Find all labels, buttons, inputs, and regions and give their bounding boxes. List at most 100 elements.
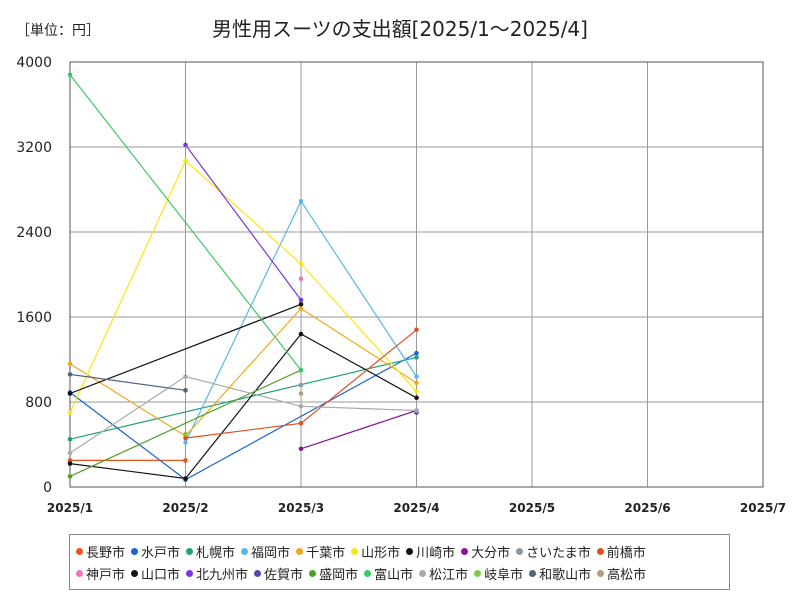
series-line [69, 373, 186, 391]
data-point [298, 420, 304, 426]
legend-marker-icon [351, 547, 359, 555]
plot-area-border [69, 61, 764, 488]
legend-label: 山形市 [361, 545, 401, 561]
legend-marker-icon [529, 569, 537, 577]
legend-label: 長野市 [86, 545, 126, 561]
data-point [298, 382, 304, 388]
data-point [414, 374, 419, 379]
legend-marker-icon [296, 547, 304, 555]
legend-item: 高松市 [597, 564, 646, 583]
data-point [183, 435, 188, 441]
legend-label: 水戸市 [141, 545, 181, 561]
x-tick-label: 2025/3 [278, 501, 324, 515]
data-point [67, 410, 73, 415]
data-point [414, 327, 419, 333]
legend-item: 前橋市 [596, 542, 646, 561]
data-point [183, 158, 188, 164]
data-point [414, 350, 419, 356]
legend-marker-icon [309, 569, 317, 577]
data-point [183, 142, 188, 148]
legend-marker-icon [254, 569, 262, 577]
data-point [414, 380, 419, 386]
legend-label: 千葉市 [306, 545, 346, 561]
y-tick-label: 4000 [16, 55, 52, 71]
legend-marker-icon [406, 547, 414, 555]
data-point [183, 388, 188, 393]
legend-label: 松江市 [429, 567, 469, 583]
x-tick-label: 2025/1 [47, 501, 93, 515]
x-tick-label: 2025/2 [162, 501, 208, 515]
data-point [414, 395, 419, 401]
legend-marker-icon [597, 569, 605, 577]
legend-row: 神戸市 山口市 北九州市 佐賀市 盛岡市 富山市 松江市 岐阜市 和歌山市 高松市 [76, 562, 729, 584]
data-point [298, 367, 304, 373]
legend-marker-icon [461, 547, 469, 555]
legend-item: 大分市 [461, 542, 510, 561]
data-point [298, 391, 304, 396]
legend-item: 福岡市 [241, 542, 290, 561]
data-point [67, 436, 73, 442]
series-line [69, 307, 417, 437]
y-tick-label: 0 [43, 480, 52, 496]
legend-row: 長野市 水戸市 札幌市 福岡市 千葉市 山形市 川崎市 大分市 さいたま市 前橋市 [76, 540, 729, 562]
legend-item: 札幌市 [186, 542, 235, 561]
series-line [69, 333, 417, 480]
legend-label: 岐阜市 [484, 567, 524, 583]
legend-label: 北九州市 [196, 567, 249, 583]
data-point [183, 374, 188, 379]
x-tick-label: 2025/6 [624, 501, 670, 515]
legend-marker-icon [76, 569, 83, 577]
legend-item: 千葉市 [296, 542, 345, 561]
legend-item: 長野市 [76, 542, 125, 561]
series-line [69, 303, 302, 395]
data-point [67, 72, 73, 78]
data-point [67, 474, 73, 479]
data-point [298, 403, 304, 409]
x-tick-label: 2025/5 [509, 501, 555, 515]
y-tick-label: 1600 [16, 310, 52, 326]
data-point [183, 458, 188, 463]
x-tick-label: 2025/4 [393, 501, 439, 515]
legend-item: 盛岡市 [309, 564, 358, 583]
data-point [298, 301, 304, 307]
legend-item: 岐阜市 [474, 564, 523, 583]
legend-item: 水戸市 [131, 542, 180, 561]
legend-item: 川崎市 [406, 542, 455, 561]
series-line [300, 409, 417, 450]
legend-marker-icon [76, 547, 83, 555]
legend-item: 和歌山市 [529, 564, 591, 583]
data-point [67, 458, 73, 463]
legend-label: 福岡市 [251, 545, 291, 561]
unit-label: ［単位：円］ [16, 23, 100, 39]
data-point [298, 198, 304, 204]
legend-item: さいたま市 [516, 542, 591, 561]
legend-item: 佐賀市 [254, 564, 303, 583]
data-point [298, 306, 304, 311]
legend-label: 川崎市 [416, 545, 456, 561]
y-tick-label: 3200 [16, 140, 52, 156]
legend-marker-icon [186, 547, 194, 555]
series-lines [67, 72, 419, 482]
series-line [69, 375, 417, 454]
y-tick-label: 2400 [16, 225, 52, 241]
legend-item: 山口市 [131, 564, 180, 583]
data-point [67, 450, 73, 456]
legend-label: 神戸市 [86, 567, 126, 583]
legend-marker-icon [241, 547, 249, 555]
data-point [414, 408, 419, 413]
legend-label: 山口市 [141, 567, 181, 583]
data-point [298, 297, 304, 303]
legend-marker-icon [596, 547, 604, 555]
legend-marker-icon [131, 569, 139, 577]
data-point [183, 431, 188, 437]
legend-marker-icon [419, 569, 427, 577]
data-point [67, 361, 73, 367]
legend-label: 佐賀市 [264, 567, 304, 583]
legend-label: さいたま市 [526, 545, 591, 561]
legend-label: 高松市 [607, 567, 647, 583]
legend-label: 富山市 [374, 567, 414, 583]
data-point [67, 391, 73, 396]
data-point [298, 331, 304, 337]
legend-label: 盛岡市 [319, 567, 359, 583]
